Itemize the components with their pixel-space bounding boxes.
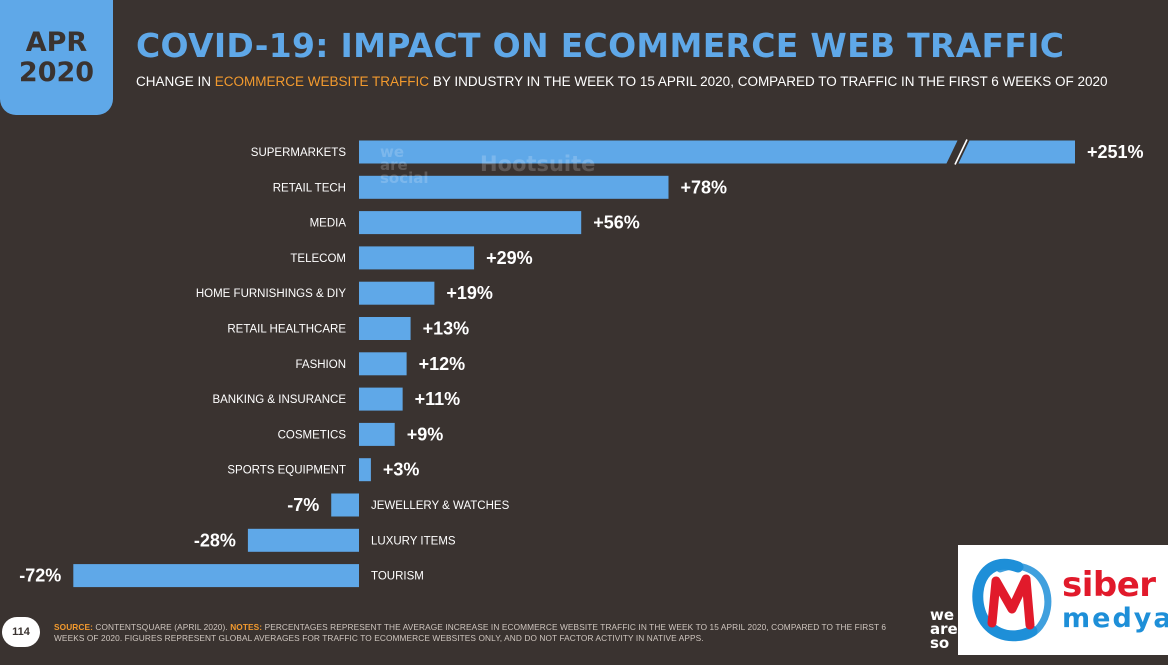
page-title: COVID-19: IMPACT ON ECOMMERCE WEB TRAFFI… bbox=[136, 26, 1065, 65]
category-label: JEWELLERY & WATCHES bbox=[371, 500, 510, 512]
axis-break-line bbox=[954, 139, 968, 165]
value-label: +12% bbox=[419, 354, 466, 374]
category-label: TELECOM bbox=[290, 253, 346, 265]
bar bbox=[359, 246, 475, 270]
we-are-social-logo: we are so bbox=[930, 606, 958, 652]
value-label: +9% bbox=[407, 424, 444, 444]
category-label: HOME FURNISHINGS & DIY bbox=[196, 288, 346, 300]
siber-text: siber bbox=[1062, 565, 1156, 605]
subtitle-suffix: BY INDUSTRY IN THE WEEK TO 15 APRIL 2020… bbox=[432, 74, 1108, 89]
category-label: SPORTS EQUIPMENT bbox=[227, 465, 346, 477]
bar bbox=[73, 564, 360, 588]
bar bbox=[247, 528, 359, 552]
chart-watermark: we are social Hootsuite bbox=[380, 143, 596, 187]
value-label: +3% bbox=[383, 460, 420, 480]
value-label: +11% bbox=[415, 389, 461, 409]
bar bbox=[359, 281, 435, 305]
bar bbox=[359, 211, 582, 235]
we-are-social-watermark: we are social bbox=[380, 143, 429, 187]
category-label: SUPERMARKETS bbox=[251, 147, 347, 159]
bar bbox=[359, 458, 371, 482]
value-label: +19% bbox=[446, 283, 493, 303]
bar bbox=[359, 352, 407, 376]
date-badge: APR 2020 bbox=[0, 0, 113, 115]
badge-year: 2020 bbox=[18, 56, 95, 88]
bar bbox=[359, 387, 403, 411]
bar bbox=[359, 317, 411, 340]
bar bbox=[359, 140, 1075, 164]
notes-label: NOTES: bbox=[230, 622, 263, 632]
category-label: BANKING & INSURANCE bbox=[212, 394, 346, 406]
footer-notes: SOURCE: CONTENTSQUARE (APRIL 2020). NOTE… bbox=[54, 622, 914, 644]
category-label: RETAIL TECH bbox=[273, 182, 346, 194]
source-text: CONTENTSQUARE (APRIL 2020). bbox=[95, 622, 228, 632]
category-label: RETAIL HEALTHCARE bbox=[227, 324, 346, 336]
siber-medya-logo: siber medya bbox=[958, 545, 1168, 655]
value-label: +78% bbox=[681, 177, 728, 197]
bar-chart: SUPERMARKETS +251% RETAIL TECH +78% MEDIA +56… bbox=[19, 139, 1144, 588]
bar bbox=[331, 493, 359, 517]
value-label: +251% bbox=[1087, 142, 1144, 162]
category-label: LUXURY ITEMS bbox=[371, 535, 456, 547]
category-label: MEDIA bbox=[310, 218, 347, 230]
category-label: COSMETICS bbox=[278, 429, 347, 441]
value-label: +29% bbox=[486, 248, 533, 268]
medya-text: medya bbox=[1062, 603, 1168, 634]
value-label: +56% bbox=[593, 213, 640, 233]
value-label: -7% bbox=[287, 495, 319, 515]
hootsuite-watermark: Hootsuite bbox=[480, 152, 596, 176]
page-number: 114 bbox=[2, 617, 40, 647]
value-label: -28% bbox=[194, 530, 236, 550]
badge-month: APR bbox=[25, 26, 88, 58]
subtitle-highlight: ECOMMERCE WEBSITE TRAFFIC bbox=[214, 74, 430, 89]
bar bbox=[359, 175, 669, 199]
subtitle-prefix: CHANGE IN bbox=[136, 74, 212, 89]
value-label: +13% bbox=[423, 319, 470, 339]
bar bbox=[359, 422, 395, 446]
page-subtitle: CHANGE IN ECOMMERCE WEBSITE TRAFFIC BY I… bbox=[136, 74, 1108, 89]
category-label: FASHION bbox=[296, 359, 346, 371]
source-label: SOURCE: bbox=[54, 622, 93, 632]
category-label: TOURISM bbox=[371, 571, 424, 583]
value-label: -72% bbox=[19, 566, 61, 586]
notes-text: PERCENTAGES REPRESENT THE AVERAGE INCREA… bbox=[54, 622, 887, 643]
siber-medya-emblem-icon bbox=[972, 558, 1052, 642]
